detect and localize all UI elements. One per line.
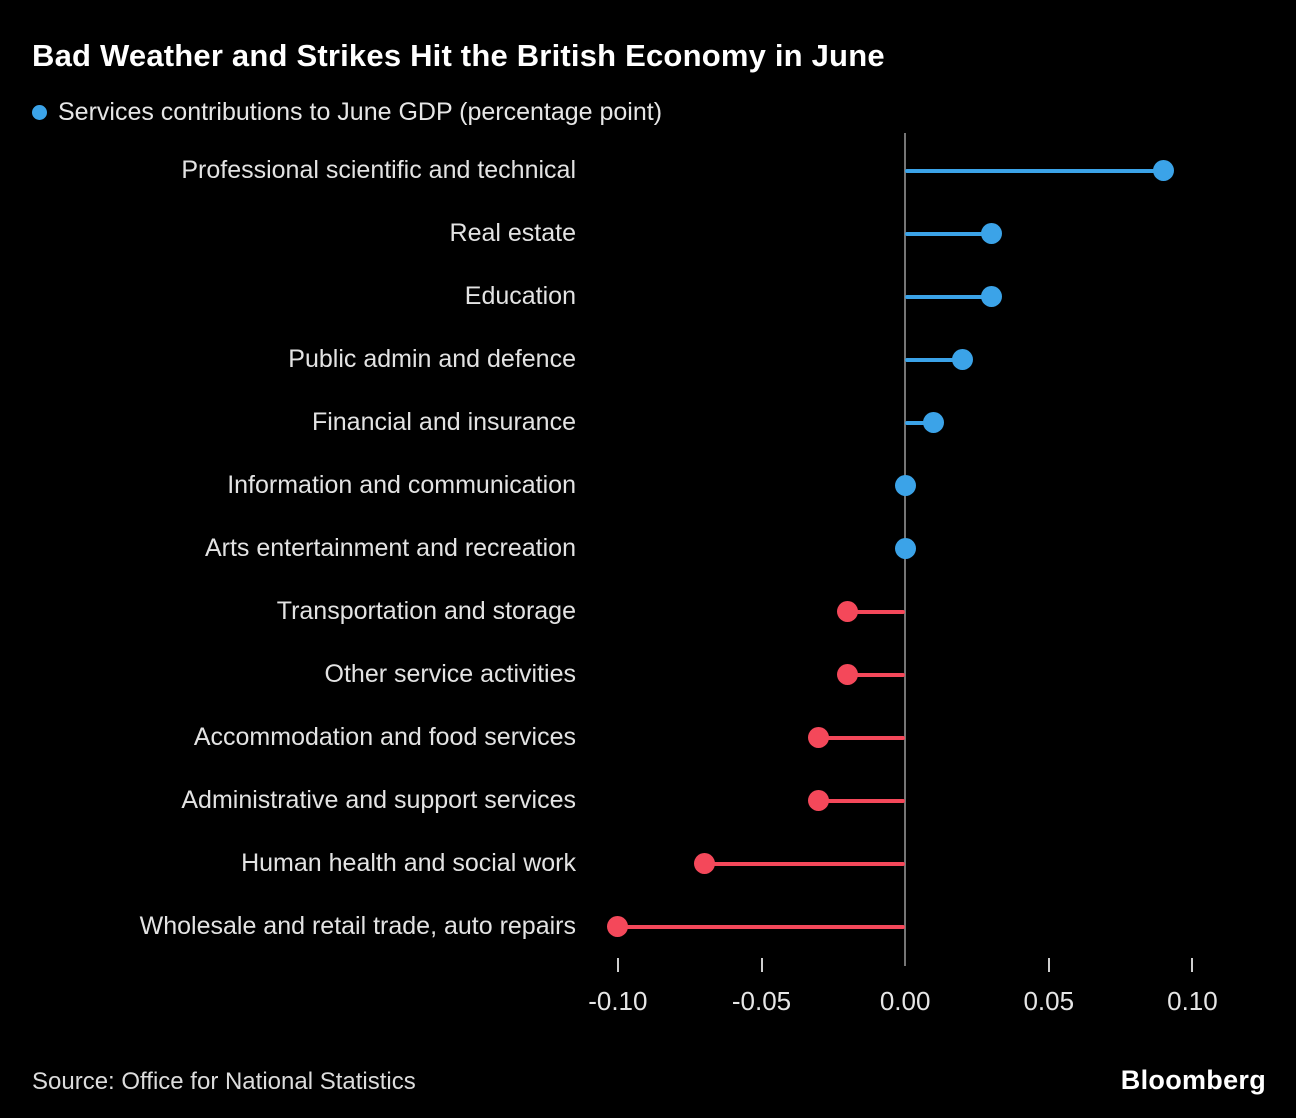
row-plot-area [592,769,1270,832]
row-plot-area [592,139,1270,202]
row-plot-area [592,706,1270,769]
lollipop-dot [808,790,830,811]
lollipop-dot [923,412,945,433]
category-label: Real estate [449,219,576,247]
row-plot-area [592,328,1270,391]
x-axis-tick-label: -0.10 [588,986,648,1016]
category-label: Human health and social work [241,849,576,877]
legend: Services contributions to June GDP (perc… [32,98,1270,127]
chart-rows: Professional scientific and technical Rea… [32,139,1270,958]
lollipop-dot [980,286,1002,307]
lollipop-dot [894,475,916,496]
lollipop-stem [905,420,934,425]
chart-row: Education [32,265,1270,328]
lollipop-stem [905,168,1164,173]
lollipop-stem [818,798,906,803]
bloomberg-logo: Bloomberg [1120,1065,1266,1095]
chart-row: Other service activities [32,643,1270,706]
source-note: Source: Office for National Statistics [32,1068,416,1095]
row-plot-area [592,832,1270,895]
lollipop-stem [818,735,906,740]
x-axis-tick-label: 0.00 [879,986,931,1016]
row-plot-area [592,580,1270,643]
chart-row: Public admin and defence [32,328,1270,391]
chart-row: Human health and social work [32,832,1270,895]
x-axis-tick [760,958,763,972]
chart-row: Wholesale and retail trade, auto repairs [32,895,1270,958]
row-plot-area [592,643,1270,706]
lollipop-dot [894,538,916,559]
lollipop-dot [952,349,974,370]
row-plot-area [592,454,1270,517]
chart-row: Information and communication [32,454,1270,517]
x-axis-tick [1191,958,1194,972]
lollipop-stem [847,672,906,677]
category-label: Transportation and storage [276,597,576,625]
lollipop-dot [837,601,859,622]
lollipop-stem [617,924,906,929]
row-plot-area [592,265,1270,328]
lollipop-dot [607,916,629,937]
chart-row: Arts entertainment and recreation [32,517,1270,580]
x-axis-tick [1047,958,1050,972]
lollipop-stem [905,357,963,362]
lollipop-dot [808,727,830,748]
lollipop-stem [847,609,906,614]
row-plot-area [592,895,1270,958]
category-label: Public admin and defence [288,345,576,373]
x-axis-tick-label: 0.05 [1023,986,1075,1016]
category-label: Accommodation and food services [193,723,576,751]
chart-title: Bad Weather and Strikes Hit the British … [32,38,885,73]
category-label: Other service activities [324,660,576,688]
row-plot-area [592,391,1270,454]
category-label: Administrative and support services [181,786,576,814]
category-label: Financial and insurance [311,408,576,436]
chart-row: Professional scientific and technical [32,139,1270,202]
x-axis-tick [616,958,619,972]
category-label: Professional scientific and technical [181,156,576,184]
category-label: Information and communication [227,471,576,499]
lollipop-dot [837,664,859,685]
lollipop-dot [1153,160,1175,181]
x-axis-tick-label: -0.05 [731,986,792,1016]
chart-row: Administrative and support services [32,769,1270,832]
chart-area: Professional scientific and technical Rea… [32,133,1270,966]
lollipop-stem [905,294,992,299]
lollipop-stem [704,861,906,866]
x-axis-tick-label: 0.10 [1167,986,1218,1016]
category-label: Education [464,282,576,310]
row-plot-area [592,517,1270,580]
chart-row: Transportation and storage [32,580,1270,643]
chart-row: Accommodation and food services [32,706,1270,769]
chart-row: Real estate [32,202,1270,265]
legend-label: Services contributions to June GDP (perc… [58,98,663,126]
chart-row: Financial and insurance [32,391,1270,454]
legend-marker-dot [32,105,47,120]
lollipop-dot [693,853,715,874]
row-plot-area [592,202,1270,265]
x-axis: -0.10 -0.05 0.00 0.05 0.10 [588,958,1270,1026]
lollipop-dot [980,223,1002,244]
category-label: Wholesale and retail trade, auto repairs [139,912,576,940]
lollipop-stem [905,231,992,236]
footer: Source: Office for National Statistics B… [32,1065,1266,1096]
category-label: Arts entertainment and recreation [204,534,576,562]
